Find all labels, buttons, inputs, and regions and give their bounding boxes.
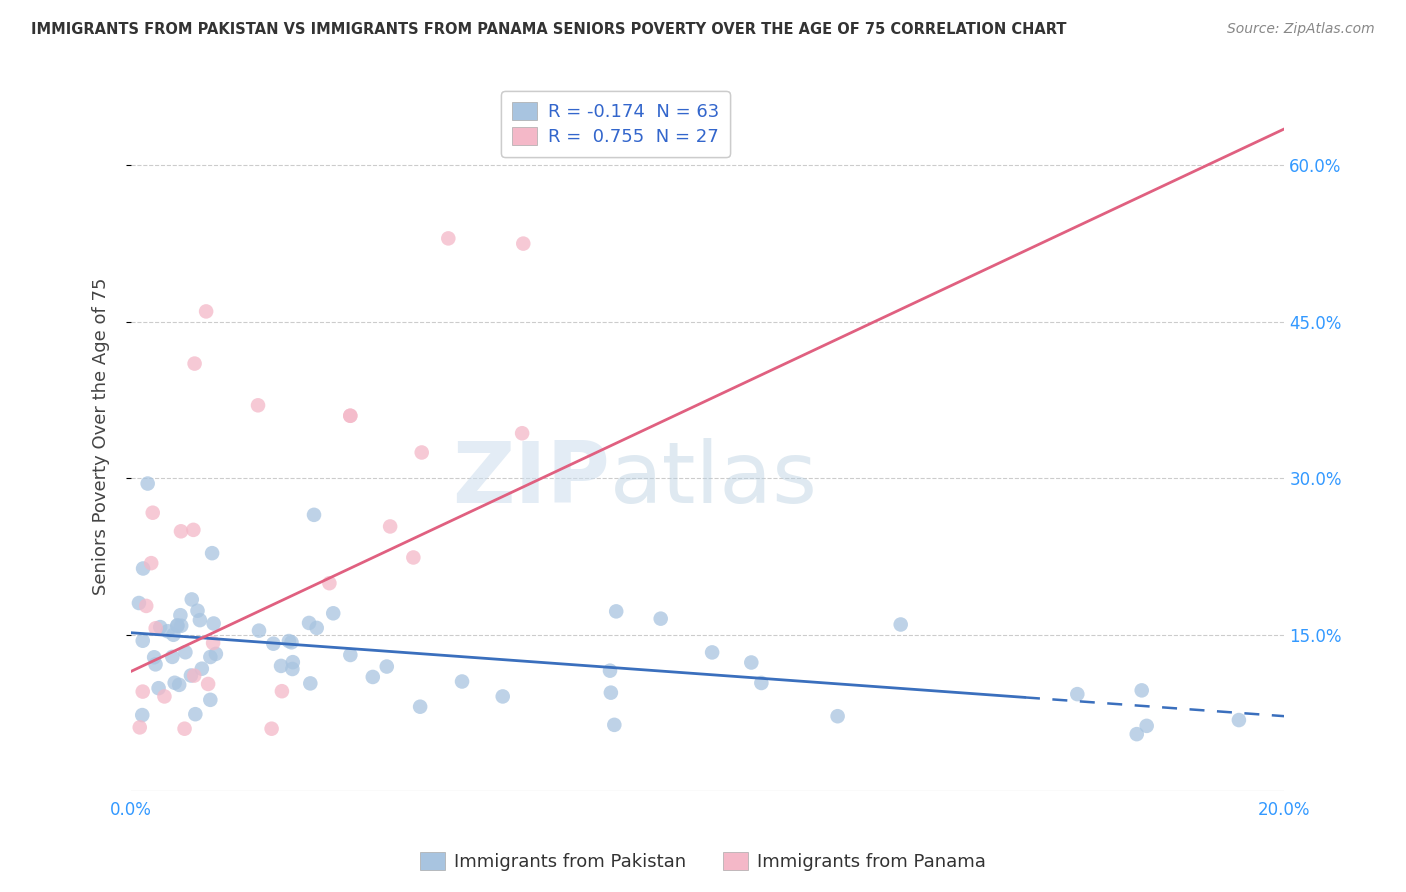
- Point: [599, 686, 621, 700]
- Point: [166, 618, 188, 632]
- Point: [183, 357, 205, 371]
- Point: [361, 670, 384, 684]
- Point: [280, 635, 302, 649]
- Point: [153, 690, 176, 704]
- Point: [1136, 719, 1159, 733]
- Point: [135, 599, 157, 613]
- Point: [1227, 713, 1250, 727]
- Point: [890, 617, 912, 632]
- Point: [375, 659, 398, 673]
- Point: [180, 668, 202, 682]
- Point: [260, 722, 283, 736]
- Point: [270, 659, 292, 673]
- Point: [402, 550, 425, 565]
- Point: [512, 236, 534, 251]
- Text: atlas: atlas: [610, 438, 818, 521]
- Point: [202, 636, 225, 650]
- Point: [200, 693, 222, 707]
- Point: [128, 720, 150, 734]
- Point: [183, 668, 205, 682]
- Point: [322, 607, 344, 621]
- Y-axis label: Seniors Poverty Over the Age of 75: Seniors Poverty Over the Age of 75: [93, 277, 110, 595]
- Point: [339, 409, 361, 423]
- Point: [186, 604, 208, 618]
- Point: [1125, 727, 1147, 741]
- Point: [603, 718, 626, 732]
- Point: [247, 624, 270, 638]
- Point: [142, 506, 165, 520]
- Point: [339, 648, 361, 662]
- Point: [271, 684, 294, 698]
- Point: [281, 655, 304, 669]
- Point: [205, 647, 228, 661]
- Point: [143, 650, 166, 665]
- Point: [173, 722, 195, 736]
- Point: [145, 657, 167, 672]
- Text: Source: ZipAtlas.com: Source: ZipAtlas.com: [1227, 22, 1375, 37]
- Point: [262, 637, 284, 651]
- Point: [191, 662, 214, 676]
- Point: [510, 426, 533, 441]
- Point: [149, 620, 172, 634]
- Point: [136, 476, 159, 491]
- Point: [195, 304, 218, 318]
- Legend: Immigrants from Pakistan, Immigrants from Panama: Immigrants from Pakistan, Immigrants fro…: [413, 845, 993, 879]
- Text: IMMIGRANTS FROM PAKISTAN VS IMMIGRANTS FROM PANAMA SENIORS POVERTY OVER THE AGE : IMMIGRANTS FROM PAKISTAN VS IMMIGRANTS F…: [31, 22, 1066, 37]
- Point: [751, 676, 773, 690]
- Point: [174, 645, 197, 659]
- Point: [197, 677, 219, 691]
- Point: [132, 633, 155, 648]
- Point: [305, 621, 328, 635]
- Point: [299, 676, 322, 690]
- Point: [451, 674, 474, 689]
- Point: [169, 608, 191, 623]
- Point: [128, 596, 150, 610]
- Point: [132, 684, 155, 698]
- Point: [167, 678, 190, 692]
- Point: [201, 546, 224, 560]
- Point: [170, 524, 193, 539]
- Point: [162, 649, 184, 664]
- Legend: R = -0.174  N = 63, R =  0.755  N = 27: R = -0.174 N = 63, R = 0.755 N = 27: [501, 91, 730, 157]
- Point: [302, 508, 325, 522]
- Point: [650, 612, 672, 626]
- Point: [437, 231, 460, 245]
- Point: [247, 398, 270, 412]
- Point: [605, 604, 627, 618]
- Text: ZIP: ZIP: [451, 438, 610, 521]
- Point: [183, 523, 205, 537]
- Point: [827, 709, 849, 723]
- Point: [599, 664, 621, 678]
- Point: [184, 707, 207, 722]
- Point: [170, 618, 193, 632]
- Point: [378, 519, 401, 533]
- Point: [166, 619, 188, 633]
- Point: [131, 708, 153, 723]
- Point: [141, 556, 163, 570]
- Point: [200, 650, 222, 665]
- Point: [163, 675, 186, 690]
- Point: [318, 576, 340, 591]
- Point: [180, 592, 202, 607]
- Point: [700, 645, 723, 659]
- Point: [281, 662, 304, 676]
- Point: [1066, 687, 1088, 701]
- Point: [409, 699, 432, 714]
- Point: [411, 445, 433, 459]
- Point: [162, 628, 184, 642]
- Point: [202, 616, 225, 631]
- Point: [156, 624, 179, 639]
- Point: [339, 409, 361, 423]
- Point: [492, 690, 515, 704]
- Point: [298, 615, 321, 630]
- Point: [132, 561, 155, 575]
- Point: [277, 634, 299, 648]
- Point: [145, 621, 167, 635]
- Point: [148, 681, 170, 696]
- Point: [1130, 683, 1153, 698]
- Point: [188, 613, 211, 627]
- Point: [740, 656, 762, 670]
